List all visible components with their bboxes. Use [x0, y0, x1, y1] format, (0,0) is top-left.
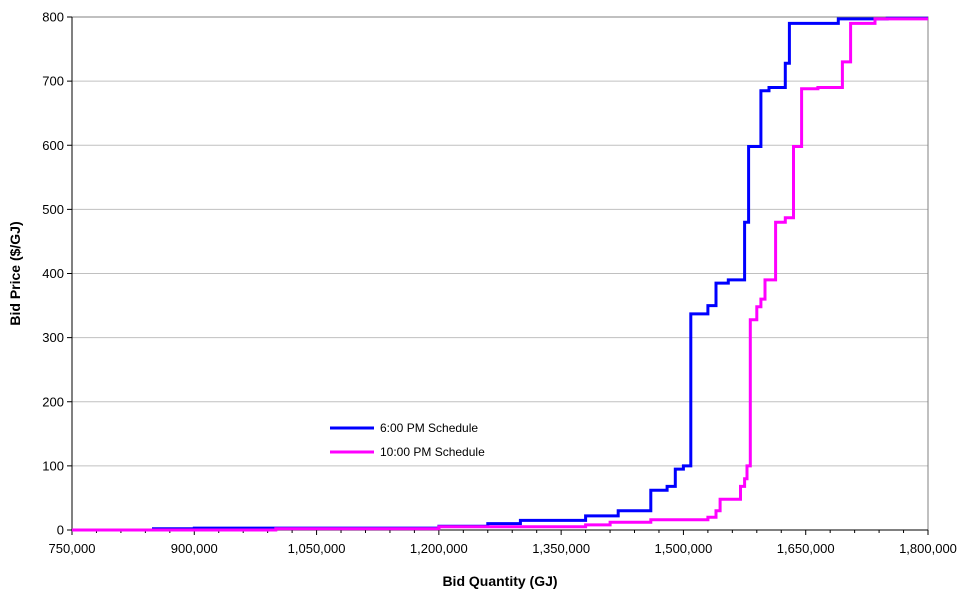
y-tick-label-8: 800 [42, 10, 64, 25]
x-tick-label-5: 1,500,000 [655, 541, 713, 556]
x-tick-label-4: 1,350,000 [532, 541, 590, 556]
legend-label-0: 6:00 PM Schedule [380, 421, 478, 435]
series-lines [72, 16, 928, 532]
y-tick-label-6: 600 [42, 138, 64, 153]
legend-label-1: 10:00 PM Schedule [380, 445, 485, 459]
x-tick-label-7: 1,800,000 [899, 541, 957, 556]
x-tick-label-0: 750,000 [49, 541, 96, 556]
x-tick-label-1: 900,000 [171, 541, 218, 556]
x-axis-title: Bid Quantity (GJ) [442, 573, 557, 589]
x-tick-label-3: 1,200,000 [410, 541, 468, 556]
legend: 6:00 PM Schedule 10:00 PM Schedule [330, 421, 485, 459]
y-tick-label-4: 400 [42, 266, 64, 281]
series-line-0 [72, 16, 928, 532]
y-axis-title: Bid Price ($/GJ) [7, 221, 23, 325]
y-tick-label-2: 200 [42, 394, 64, 409]
y-tick-label-5: 500 [42, 202, 64, 217]
y-tick-labels: 0 100 200 300 400 500 600 700 800 [42, 10, 72, 538]
y-tick-label-0: 0 [57, 523, 64, 538]
y-tick-label-3: 300 [42, 330, 64, 345]
series-line-1 [72, 17, 928, 532]
gridlines [72, 16, 928, 467]
x-tick-label-2: 1,050,000 [288, 541, 346, 556]
x-tick-labels: 750,000 900,000 1,050,000 1,200,000 1,350,00… [49, 530, 957, 556]
x-tick-label-6: 1,650,000 [777, 541, 835, 556]
y-tick-label-7: 700 [42, 74, 64, 89]
y-tick-label-1: 100 [42, 458, 64, 473]
